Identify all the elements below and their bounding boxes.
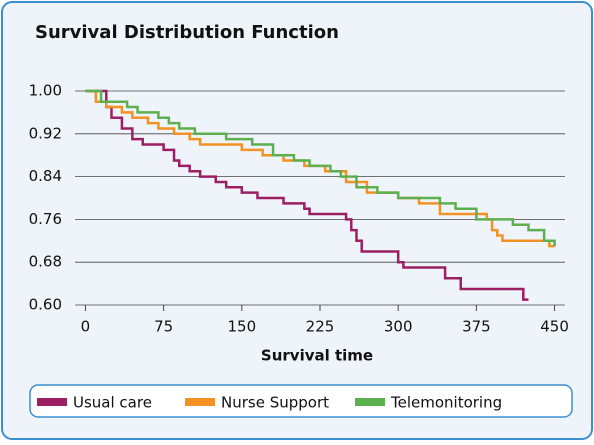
legend-swatch <box>37 398 67 406</box>
legend-label: Nurse Support <box>221 394 329 412</box>
y-tick-label: 0.68 <box>29 253 62 271</box>
chart-title: Survival Distribution Function <box>35 22 339 43</box>
x-axis-title: Survival time <box>261 347 373 365</box>
survival-line <box>85 89 556 247</box>
x-tick-label: 450 <box>540 318 569 336</box>
x-tick-label: 150 <box>227 318 256 336</box>
legend-label: Usual care <box>73 394 152 412</box>
y-tick-label: 0.92 <box>29 124 62 142</box>
x-tick-label: 375 <box>462 318 491 336</box>
legend <box>29 384 573 418</box>
legend-swatch <box>355 398 385 406</box>
legend-swatch <box>185 398 215 406</box>
y-tick-label: 1.00 <box>29 82 62 100</box>
x-tick-label: 0 <box>81 318 91 336</box>
legend-label: Telemonitoring <box>390 394 502 412</box>
x-tick-label: 300 <box>384 318 413 336</box>
y-tick-label: 0.84 <box>29 167 62 185</box>
survival-line <box>85 89 529 301</box>
x-tick-label: 75 <box>154 318 173 336</box>
x-tick-label: 225 <box>306 318 335 336</box>
y-tick-label: 0.60 <box>29 296 62 314</box>
y-tick-label: 0.76 <box>29 210 62 228</box>
